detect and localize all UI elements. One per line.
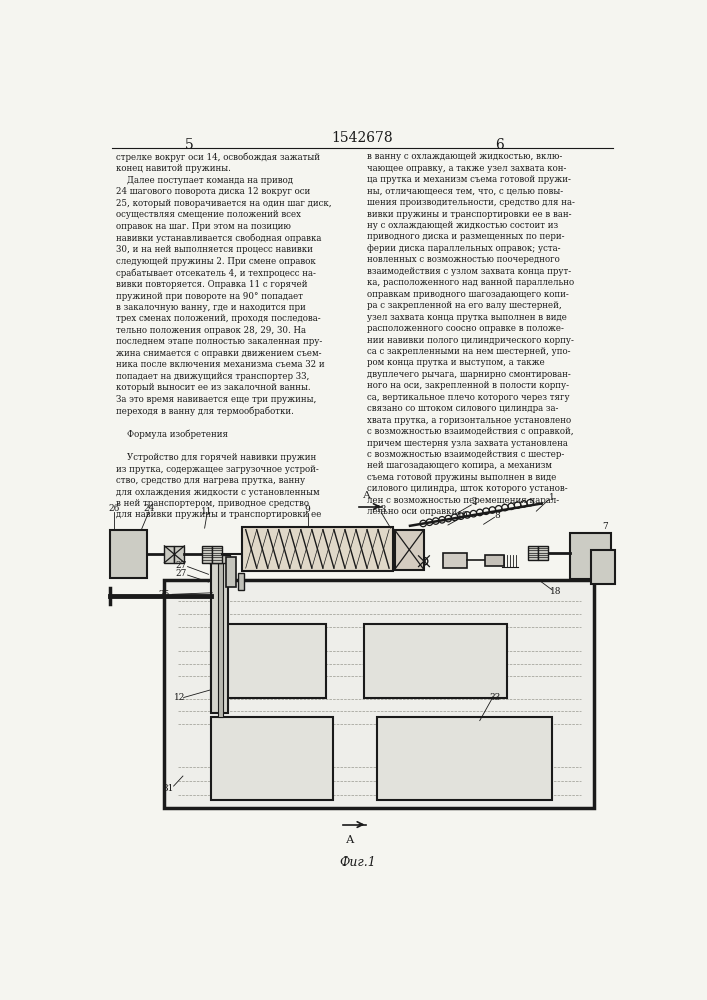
Bar xyxy=(242,527,393,571)
Bar xyxy=(211,559,228,713)
Text: 12: 12 xyxy=(174,693,185,702)
Bar xyxy=(175,546,185,563)
Text: 8: 8 xyxy=(495,511,501,520)
Text: 9: 9 xyxy=(305,505,310,514)
Text: 25: 25 xyxy=(158,590,170,599)
Text: 27: 27 xyxy=(175,569,187,578)
Bar xyxy=(485,555,504,566)
Bar xyxy=(378,717,552,800)
Bar xyxy=(395,530,424,570)
Bar xyxy=(528,546,538,560)
Text: 11: 11 xyxy=(201,507,213,516)
Text: 31: 31 xyxy=(163,784,174,793)
Bar xyxy=(538,546,548,560)
Bar xyxy=(163,580,595,808)
Bar xyxy=(211,624,325,698)
Text: 13: 13 xyxy=(375,505,387,514)
Bar xyxy=(363,624,507,698)
Text: 33: 33 xyxy=(490,693,501,702)
Circle shape xyxy=(423,560,425,562)
Text: А: А xyxy=(363,491,370,500)
Text: 7: 7 xyxy=(602,522,608,531)
Text: стрелке вокруг оси 14, освобождая зажатый
конец навитой пружины.
    Далее посту: стрелке вокруг оси 14, освобождая зажаты… xyxy=(115,152,331,519)
Text: 6: 6 xyxy=(495,138,503,152)
Text: 27: 27 xyxy=(175,561,187,570)
Bar xyxy=(209,555,230,563)
Bar xyxy=(202,546,212,563)
Text: 5: 5 xyxy=(185,138,194,152)
Text: 2: 2 xyxy=(472,497,477,506)
Bar xyxy=(443,553,467,568)
Text: 18: 18 xyxy=(550,587,561,596)
Text: в ванну с охлаждающей жидкостью, вклю-
чающее оправку, а также узел захвата кон-: в ванну с охлаждающей жидкостью, вклю- ч… xyxy=(368,152,575,516)
Bar xyxy=(212,546,223,563)
Text: 1542678: 1542678 xyxy=(331,131,393,145)
Text: 24: 24 xyxy=(143,504,155,513)
Bar xyxy=(211,717,333,800)
Text: Фиг.1: Фиг.1 xyxy=(339,856,376,869)
Bar xyxy=(110,530,147,578)
Text: 26: 26 xyxy=(108,504,119,513)
Bar xyxy=(164,546,175,563)
Text: 1: 1 xyxy=(549,493,555,502)
Text: 10: 10 xyxy=(457,511,469,520)
Text: А: А xyxy=(346,835,354,845)
Bar xyxy=(218,555,223,717)
Bar xyxy=(226,557,235,587)
Bar xyxy=(238,573,244,590)
Bar xyxy=(571,533,611,579)
Bar xyxy=(590,550,615,584)
